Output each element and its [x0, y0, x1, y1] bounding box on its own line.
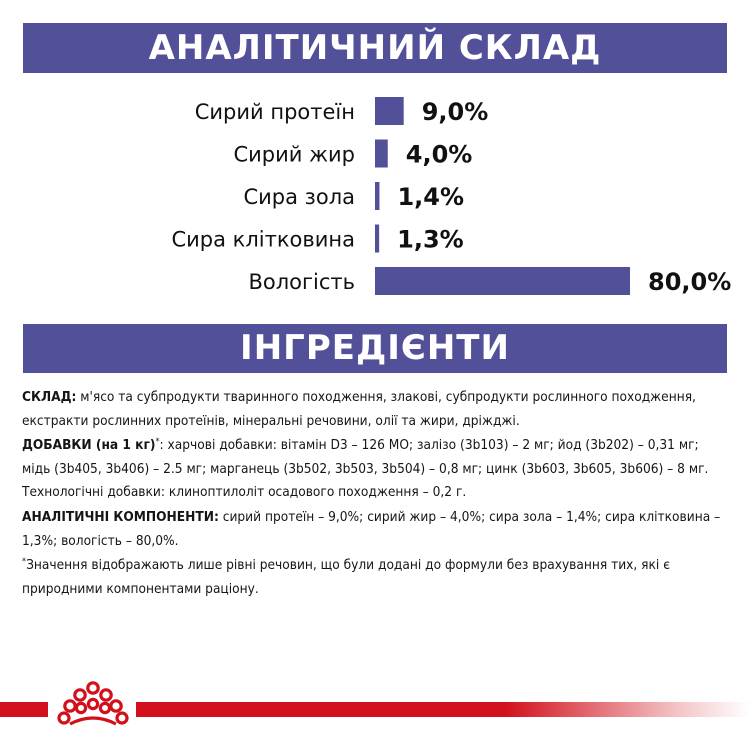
value-label: 1,4% — [397, 183, 464, 211]
additives-footnote-mark: * — [155, 437, 160, 448]
analysis-title: АНАЛІТИЧНИЙ СКЛАД — [148, 28, 602, 68]
ingredients-banner: ІНГРЕДІЄНТИ — [23, 324, 727, 373]
analysis-bar-chart: Сирий протеїн 9,0% Сирий жир 4,0% Сира зола 1… — [171, 97, 731, 296]
value-label: 4,0% — [406, 141, 473, 169]
bar — [375, 97, 404, 125]
additives-text: : харчові добавки: вітамін D3 – 126 МО; … — [22, 437, 709, 501]
ingredients-text-block: СКЛАД: м'ясо та субпродукти тваринного п… — [22, 386, 722, 602]
value-label: 80,0% — [648, 268, 731, 296]
analysis-banner: АНАЛІТИЧНИЙ СКЛАД — [23, 23, 727, 73]
bar — [375, 182, 380, 210]
category-label: Вологість — [248, 270, 355, 294]
footnote-mark: * — [22, 557, 27, 568]
value-label: 1,3% — [397, 226, 464, 254]
value-label: 9,0% — [422, 98, 489, 126]
composition-text: м'ясо та субпродукти тваринного походжен… — [22, 389, 696, 429]
footer-red-line-right — [136, 702, 750, 717]
royal-canin-crown-icon — [57, 681, 129, 726]
analytical-text: сирий протеїн – 9,0%; сирий жир – 4,0%; … — [22, 508, 721, 549]
additives-paragraph: ДОБАВКИ (на 1 кг)*: харчові добавки: віт… — [22, 434, 722, 505]
category-label: Сира клітковина — [171, 228, 355, 252]
category-label: Сирий жир — [233, 143, 355, 167]
footnote-text: Значення відображають лише рівні речовин… — [22, 557, 670, 597]
footnote-paragraph: *Значення відображають лише рівні речови… — [22, 554, 722, 601]
category-label: Сира зола — [244, 185, 356, 209]
footer-red-line-left — [0, 702, 48, 717]
ingredients-title: ІНГРЕДІЄНТИ — [240, 328, 510, 368]
bar — [375, 267, 630, 295]
analytical-paragraph: АНАЛІТИЧНІ КОМПОНЕНТИ: сирий протеїн – 9… — [22, 506, 722, 553]
additives-label: ДОБАВКИ (на 1 кг) — [22, 437, 156, 454]
bar — [375, 139, 388, 168]
category-label: Сирий протеїн — [195, 100, 355, 124]
composition-label: СКЛАД: — [22, 389, 77, 405]
bar — [375, 224, 380, 253]
analytical-label: АНАЛІТИЧНІ КОМПОНЕНТИ: — [22, 508, 219, 525]
composition-paragraph: СКЛАД: м'ясо та субпродукти тваринного п… — [22, 386, 722, 433]
